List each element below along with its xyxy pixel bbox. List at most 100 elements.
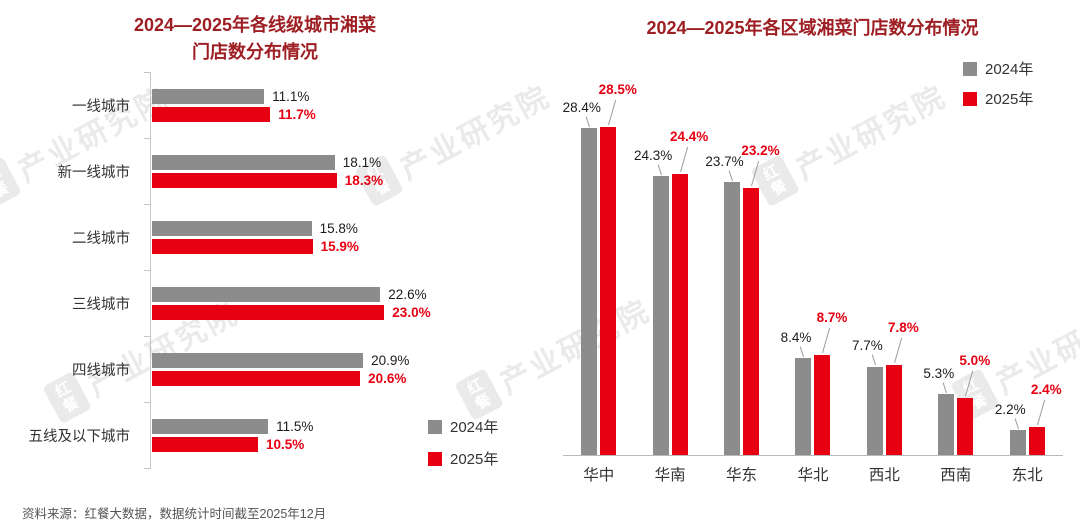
legend-item-2025: 2025年 [963,88,1033,109]
city-tier-chart: 2024—2025年各线级城市湘菜 门店数分布情况 一线城市 11.1% 11.7%… [0,12,545,469]
bar-2025 [885,365,902,455]
legend-item-2024: 2024年 [963,58,1033,79]
value-label-2024: 28.4% [562,100,601,116]
category-group: 28.4% 28.5% 华中 [563,70,637,484]
value-label-2025: 2.4% [1030,382,1062,398]
bar-line: 10.5% [152,436,313,452]
region-chart: 2024—2025年各区域湘菜门店数分布情况 2024年 2025年 28.4% 2… [545,0,1080,532]
bar-line: 15.8% [152,220,359,236]
value-label-2024: 5.3% [923,366,955,382]
category-label: 西北 [868,467,900,484]
value-label-2025: 23.2% [741,143,780,159]
region-chart-title: 2024—2025年各区域湘菜门店数分布情况 [646,18,979,38]
bar-2025 [152,172,337,188]
legend-label: 2025年 [450,451,499,468]
bar-group: 11.1% 11.7% [152,88,316,122]
category-label: 华南 [654,467,686,484]
value-label-2024: 2.2% [994,401,1026,417]
bar-2025 [600,127,617,455]
category-label: 华东 [726,467,758,484]
legend-label: 2025年 [985,91,1034,108]
bar-2024 [724,182,741,455]
bar-2024 [866,366,883,455]
legend-label: 2024年 [985,61,1034,78]
value-label-2025: 28.5% [598,82,637,98]
value-label-2025: 18.3% [344,172,384,188]
category-group: 23.7% 23.2% 华东 [705,70,779,484]
bar-line: 15.9% [152,238,359,254]
bar-2025 [957,397,974,455]
bar-2025 [152,106,271,122]
category-group: 2.2% 2.4% 东北 [992,70,1062,484]
category-row: 三线城市 22.6% 23.0% [0,270,545,336]
value-label-2024: 11.5% [276,418,314,434]
bar-line: 18.3% [152,172,384,188]
value-label-2024: 11.1% [272,88,310,104]
bar-group: 18.1% 18.3% [152,154,384,188]
bar-2024 [152,154,335,170]
value-label-2024: 8.4% [780,330,812,346]
bar-line: 11.5% [152,418,314,434]
bar-2025 [814,355,831,455]
axis-tick [144,468,151,469]
category-group: 8.4% 8.7% 华北 [778,70,848,484]
bar-2024 [795,358,812,455]
category-label: 三线城市 [72,296,130,313]
category-row: 一线城市 11.1% 11.7% [0,72,545,138]
category-label: 华北 [797,467,829,484]
horizontal-bar-plot: 一线城市 11.1% 11.7% 新一线城市 18.1% 18.3% 二线城市 15.8% 15… [0,72,545,469]
legend-swatch [963,91,977,106]
category-row: 新一线城市 18.1% 18.3% [0,138,545,204]
legend-swatch [963,61,977,76]
leader-line-2024 [728,170,734,182]
legend-swatch [428,419,442,434]
category-row: 五线及以下城市 11.5% 10.5% [0,402,545,468]
bar-2025 [152,238,313,254]
category-label: 新一线城市 [57,164,131,181]
value-label-2025: 15.9% [320,238,359,254]
axis-tick [144,402,151,403]
category-group: 24.3% 24.4% 华南 [634,70,708,484]
leader-line-2024 [657,163,662,175]
axis-tick [144,138,151,139]
value-label-2024: 20.9% [371,352,410,368]
bar-group: 11.5% 10.5% [152,418,314,452]
category-group: 7.7% 7.8% 西北 [849,70,919,484]
value-label-2025: 23.0% [392,304,431,320]
bar-2025 [1028,427,1045,455]
bar-line: 22.6% [152,286,431,302]
leader-line-2024 [800,346,805,358]
bar-line: 23.0% [152,304,431,320]
category-label: 四线城市 [72,362,130,379]
legend-item-2024: 2024年 [428,416,498,437]
bar-2024 [152,418,269,434]
leader-line-2024 [1014,418,1019,429]
axis-tick [144,72,151,73]
value-label-2025: 8.7% [816,309,848,325]
value-label-2025: 10.5% [266,436,305,452]
value-label-2024: 15.8% [319,220,358,236]
bar-2024 [152,220,312,236]
title-line-1: 2024—2025年各线级城市湘菜 [133,15,377,35]
bar-line: 18.1% [152,154,383,170]
bar-2024 [152,88,265,104]
value-label-2024: 23.7% [705,154,744,170]
category-label: 二线城市 [72,230,130,247]
category-label: 五线及以下城市 [28,428,131,445]
bar-2025 [152,436,258,452]
bar-group: 22.6% 23.0% [152,286,431,320]
city-tier-chart-title: 2024—2025年各线级城市湘菜 门店数分布情况 [95,12,415,66]
bar-line: 11.7% [152,106,316,122]
leader-line-2024 [585,116,591,128]
category-label: 西南 [940,467,972,484]
value-label-2024: 24.3% [633,147,673,163]
bar-group: 15.8% 15.9% [152,220,359,254]
legend: 2024年 2025年 [428,416,498,469]
value-label-2025: 7.8% [888,320,919,336]
bar-2024 [652,175,669,455]
bar-line: 20.6% [152,370,409,386]
bar-2024 [938,394,955,455]
value-label-2024: 22.6% [388,286,427,302]
bar-2024 [152,352,364,368]
